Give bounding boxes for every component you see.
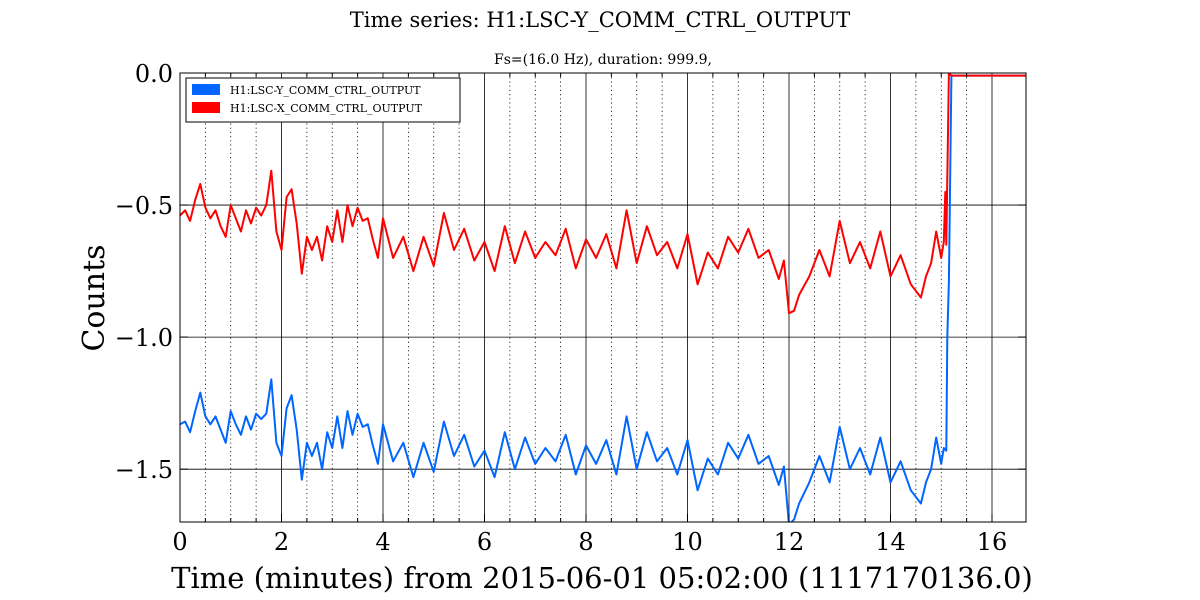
x-tick-label: 12 [774,528,805,556]
y-tick-labels: 0.0 −0.5 −1.0 −1.5 [115,60,173,484]
legend-label-x-comm: H1:LSC-X_COMM_CTRL_OUTPUT [230,102,423,115]
y-tick-label: −1.0 [115,324,173,352]
x-axis-label: Time (minutes) from 2015-06-01 05:02:00 … [171,561,1033,595]
plot-frame [179,72,1027,523]
legend-swatch-x-comm [192,102,220,113]
x-tick-label: 0 [172,528,187,556]
legend-label-y-comm: H1:LSC-Y_COMM_CTRL_OUTPUT [230,84,421,97]
axis-ticks [179,72,1026,522]
y-tick-label: −1.5 [115,456,173,484]
x-tick-label: 2 [274,528,289,556]
x-tick-label: 10 [672,528,703,556]
series-line-1 [180,73,1026,315]
y-axis-label: Counts [77,244,112,351]
x-tick-labels: 0 2 4 6 8 10 12 14 16 [172,528,1007,556]
grid-lines [179,72,1026,522]
legend-swatch-y-comm [192,84,220,95]
chart-title: Time series: H1:LSC-Y_COMM_CTRL_OUTPUT [350,8,850,32]
series-line-0 [180,74,1026,522]
legend: H1:LSC-Y_COMM_CTRL_OUTPUT H1:LSC-X_COMM_… [185,77,461,123]
legend-box [185,77,461,123]
x-tick-label: 4 [375,528,390,556]
y-tick-label: −0.5 [115,192,173,220]
x-tick-label: 6 [477,528,492,556]
y-tick-label: 0.0 [135,60,173,88]
series-layer [180,73,1026,522]
chart-subtitle: Fs=(16.0 Hz), duration: 999.9, [494,52,712,68]
x-tick-label: 14 [875,528,906,556]
x-tick-label: 8 [578,528,593,556]
x-tick-label: 16 [977,528,1008,556]
